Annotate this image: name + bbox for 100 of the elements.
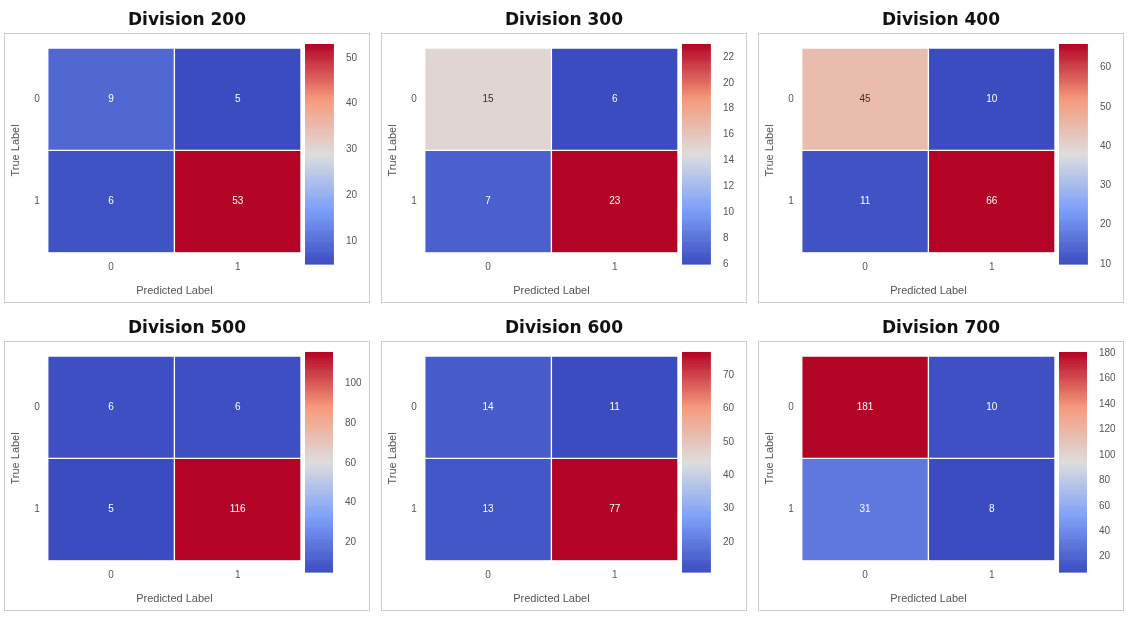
color-bar-label: 6 (722, 257, 729, 269)
color-bar-label: 40 (722, 469, 735, 481)
data-label: 45 (859, 92, 872, 104)
data-label: 15 (482, 92, 495, 104)
data-label: 10 (986, 92, 998, 104)
x-tick-label: 0 (108, 260, 115, 272)
color-bar-label: 20 (345, 536, 357, 548)
color-bar-label: 20 (1099, 218, 1112, 230)
data-label: 7 (485, 195, 492, 207)
color-bar-label: 100 (1099, 448, 1117, 460)
color-bar-label: 50 (1099, 100, 1112, 112)
color-bar-label: 80 (345, 417, 357, 429)
color-bar-label: 60 (345, 456, 357, 468)
data-label: 31 (859, 503, 872, 515)
y-axis-title: True Label (762, 432, 775, 485)
color-bar-label: 40 (1099, 525, 1111, 537)
color-bar-label: 60 (722, 402, 735, 414)
color-bar-label: 20 (345, 189, 358, 200)
y-tick-label: 0 (788, 92, 795, 104)
color-bar-label: 8 (722, 231, 729, 243)
color-bar-label: 18 (722, 102, 735, 114)
data-label: 181 (856, 400, 874, 412)
color-bar-label: 10 (722, 205, 735, 217)
y-tick-label: 1 (34, 195, 41, 207)
chart-title: Division 700 (881, 316, 1001, 339)
data-label: 77 (609, 503, 621, 515)
color-bar-label: 40 (345, 97, 358, 109)
color-bar-label: 50 (722, 435, 735, 447)
color-bar-label: 10 (1099, 257, 1112, 269)
x-tick-label: 1 (611, 260, 618, 272)
color-bar-label: 140 (1099, 397, 1117, 409)
data-label: 66 (986, 195, 998, 207)
color-bar-label: 30 (345, 143, 358, 155)
data-label: 53 (232, 195, 244, 207)
data-label: 6 (234, 400, 241, 412)
data-label: 6 (108, 195, 115, 207)
y-tick-label: 0 (34, 400, 41, 412)
y-axis-title: True Label (8, 432, 21, 485)
y-tick-label: 1 (788, 503, 795, 515)
y-tick-label: 1 (411, 503, 418, 515)
x-tick-label: 1 (611, 568, 618, 580)
y-tick-label: 0 (788, 400, 795, 412)
y-tick-label: 1 (411, 195, 418, 207)
color-bar-label: 20 (1099, 550, 1111, 562)
x-axis-title: Predicted Label (890, 592, 967, 605)
chart-title: Division 600 (504, 316, 624, 339)
color-bar-label: 30 (1099, 179, 1112, 191)
x-tick-label: 1 (988, 260, 995, 272)
data-label: 5 (234, 92, 241, 104)
y-axis-title: True Label (8, 124, 21, 177)
x-axis-title: Predicted Label (513, 284, 590, 297)
color-bar-label: 20 (722, 535, 735, 547)
color-bar-label: 40 (1099, 139, 1112, 151)
color-bar-label: 80 (1099, 474, 1111, 486)
color-bar-label: 50 (345, 51, 358, 63)
x-axis-title: Predicted Label (890, 284, 967, 297)
x-tick-label: 0 (485, 260, 492, 272)
color-bar-label: 120 (1099, 423, 1117, 435)
color-bar-label: 16 (722, 128, 735, 140)
x-axis-title: Predicted Label (513, 592, 590, 605)
color-bar-label: 22 (722, 50, 735, 62)
x-axis-title: Predicted Label (136, 592, 213, 605)
data-label: 5 (108, 503, 115, 515)
y-axis-title: True Label (385, 432, 398, 485)
color-bar-label: 180 (1099, 347, 1117, 359)
data-label: 11 (859, 195, 871, 207)
color-bar-label: 30 (722, 502, 735, 514)
data-label: 6 (108, 400, 115, 412)
color-bar-label: 160 (1099, 372, 1117, 384)
x-axis-title: Predicted Label (136, 284, 213, 297)
color-bar-label: 60 (1099, 499, 1111, 511)
chart-title: Division 500 (127, 316, 247, 339)
data-label: 14 (482, 400, 495, 412)
color-bar-label: 60 (1099, 61, 1112, 73)
data-label: 11 (609, 400, 621, 412)
data-label: 23 (609, 195, 621, 207)
x-tick-label: 1 (988, 568, 995, 580)
data-label: 10 (986, 400, 998, 412)
data-label: 9 (108, 92, 115, 104)
x-tick-label: 0 (108, 568, 115, 580)
color-bar-label: 12 (722, 180, 735, 192)
y-axis-title: True Label (385, 124, 398, 177)
x-tick-label: 0 (862, 568, 869, 580)
x-tick-label: 0 (485, 568, 492, 580)
color-bar-label: 14 (722, 154, 735, 166)
y-tick-label: 0 (34, 92, 41, 104)
x-tick-label: 0 (862, 260, 869, 272)
data-label: 13 (482, 503, 495, 515)
y-tick-label: 1 (34, 503, 41, 515)
color-bar-label: 10 (345, 234, 358, 246)
y-tick-label: 0 (411, 92, 418, 104)
y-axis-title: True Label (762, 124, 775, 177)
x-tick-label: 1 (234, 568, 241, 580)
chart-title: Division 300 (504, 8, 624, 31)
color-bar-label: 70 (722, 369, 735, 381)
x-tick-label: 1 (234, 260, 241, 272)
color-bar-label: 40 (345, 496, 357, 508)
y-tick-label: 1 (788, 195, 795, 207)
y-tick-label: 0 (411, 400, 418, 412)
color-bar-label: 20 (722, 76, 735, 88)
